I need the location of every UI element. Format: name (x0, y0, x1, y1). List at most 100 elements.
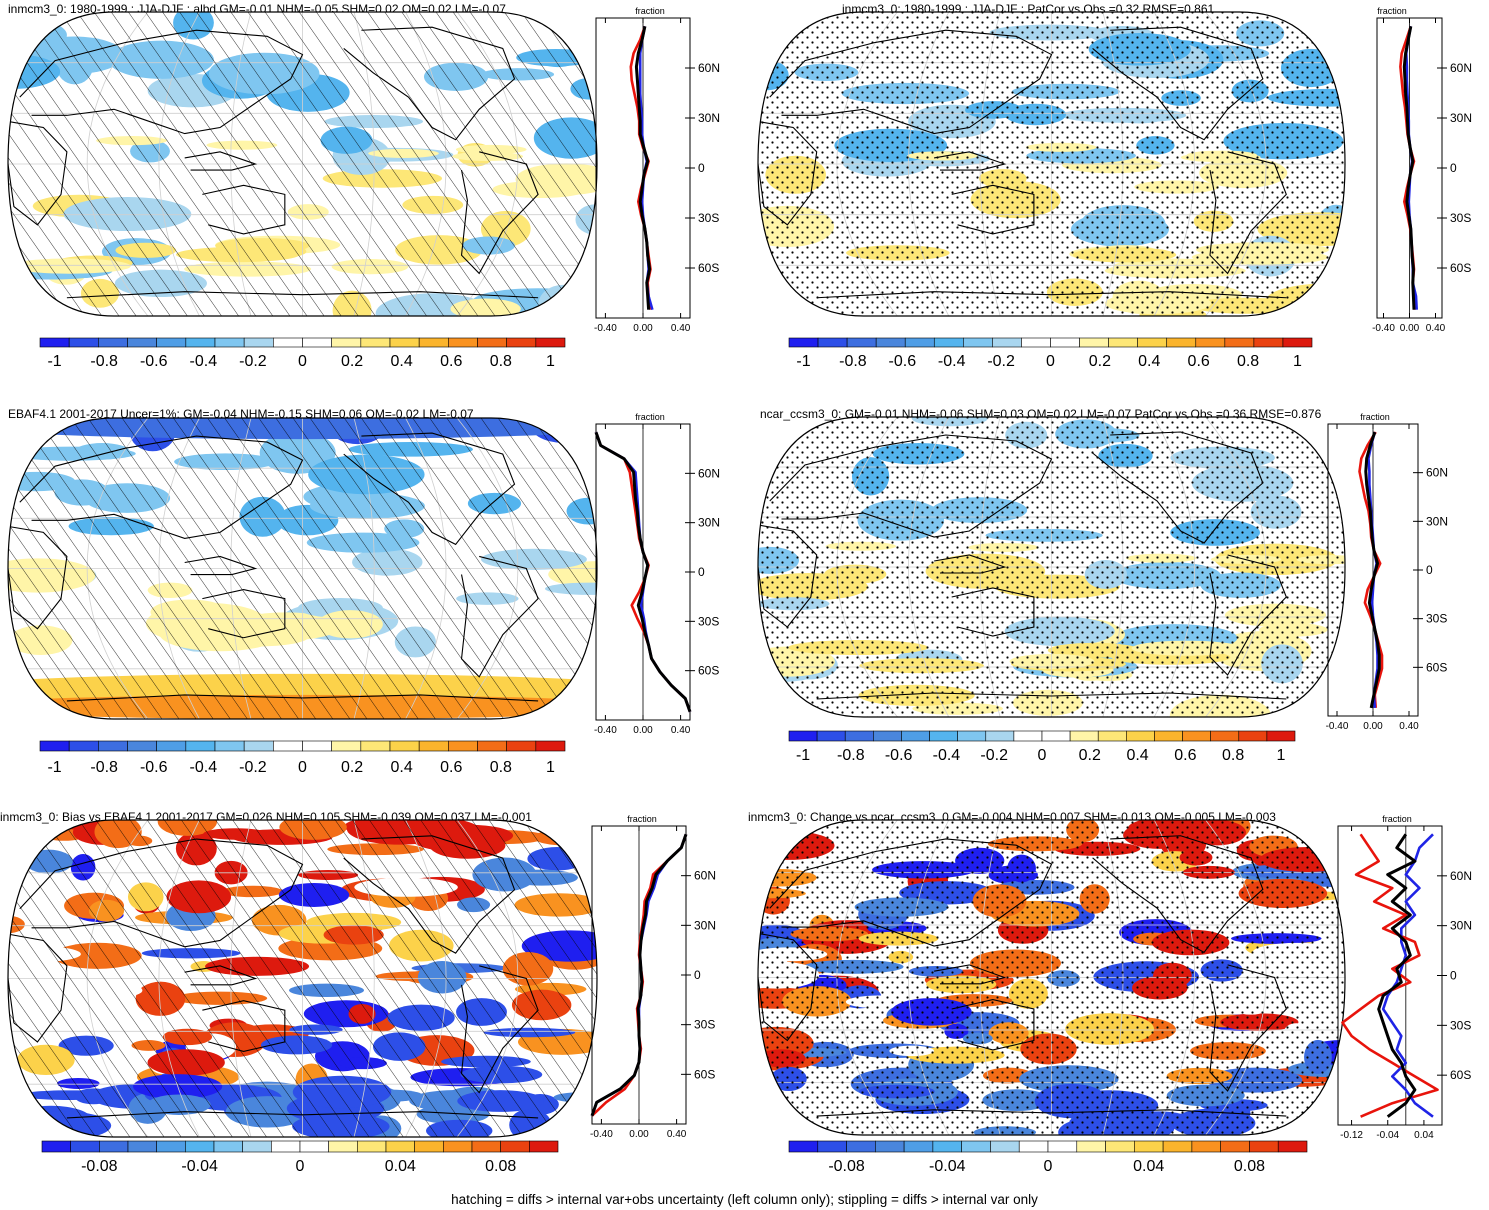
hatching-overlay (8, 12, 597, 316)
colorbar-swatch (99, 1140, 129, 1153)
colorbar-tick-label: 0.08 (485, 1158, 516, 1175)
colorbar-tick-label: -0.2 (987, 353, 1015, 370)
series-line-black (594, 431, 692, 713)
xtick-label: 0.40 (667, 1129, 687, 1140)
colorbar-bottom-left: -0.08 -0.04 0 0.04 0.08 (41, 1140, 559, 1175)
colorbar-swatch (448, 740, 478, 752)
series-line-black (634, 25, 652, 310)
colorbar-swatch (1162, 1140, 1193, 1153)
colorbar-swatch (1041, 730, 1071, 742)
colorbar-swatch (1277, 1140, 1308, 1153)
colorbar-swatch (1220, 1140, 1250, 1153)
colorbar-swatch (846, 337, 877, 348)
colorbar-tick-label: 1 (546, 759, 555, 776)
colorbar-swatch (477, 337, 507, 348)
colorbar-swatch (506, 337, 537, 348)
colorbar-swatch (39, 337, 70, 348)
colorbar-swatch (817, 1140, 847, 1153)
colorbar-tick-label: 0.6 (1188, 353, 1210, 370)
colorbar-top-right: -1 -0.8 -0.6 -0.4 -0.2 0 0.2 0.4 0.6 0.8 1 (788, 337, 1313, 370)
map-top-right (757, 11, 1346, 317)
colorbar-tick-label: -1 (796, 353, 810, 370)
ytick-label: 30N (698, 111, 720, 125)
colorbar-swatch (985, 730, 1015, 742)
colorbar-swatch (98, 740, 128, 752)
colorbar-swatch (302, 337, 332, 348)
colorbar-tick-label: 0.8 (490, 353, 512, 370)
colorbar-swatch (68, 740, 99, 752)
colorbar-swatch (1182, 730, 1211, 742)
colorbar-swatch (1249, 1140, 1279, 1153)
colorbar-swatch (273, 740, 303, 752)
colorbar-tick-label: 0.4 (1126, 747, 1148, 764)
ytick-label: 30S (1426, 612, 1447, 626)
colorbar-swatch (1154, 730, 1183, 742)
xtick-label: 0.40 (671, 323, 691, 334)
colorbar-tick-label: 1 (1276, 747, 1285, 764)
profile-label: fraction (1360, 412, 1390, 422)
ytick-label: 30N (1426, 514, 1448, 528)
colorbar-tick-label: 0.8 (1237, 353, 1259, 370)
colorbar-swatch (963, 337, 993, 348)
stippling-overlay (758, 12, 1345, 316)
xtick-label: 0.00 (633, 725, 653, 736)
map-bottom-right (757, 819, 1346, 1136)
colorbar-swatch (1047, 1140, 1078, 1153)
colorbar-tick-label: 0.04 (1133, 1158, 1164, 1175)
series-line-black (1377, 833, 1417, 1118)
colorbar-swatch (788, 730, 818, 742)
ytick-label: 30S (698, 614, 719, 628)
colorbar-tick-label: 0 (1046, 353, 1055, 370)
footer-note: hatching = diffs > internal var+obs unce… (451, 1192, 1038, 1207)
xtick-label: -0.40 (594, 725, 617, 736)
colorbar-swatch (127, 740, 157, 752)
colorbar-swatch (214, 337, 245, 348)
colorbar-swatch (357, 1140, 387, 1153)
colorbar-swatch (41, 1140, 71, 1153)
colorbar-tick-label: 0 (296, 1158, 305, 1175)
xtick-label: 0.40 (671, 725, 691, 736)
colorbar-swatch (331, 337, 362, 348)
map-top-left (7, 11, 598, 317)
ytick-label: 60S (694, 1067, 715, 1081)
colorbar-swatch (39, 740, 70, 752)
zonal-profile-top-right: fraction 60N 30N 0 30S 60S -0.40 0.00 0.40 (1372, 6, 1472, 334)
colorbar-tick-label: 0.6 (1174, 747, 1196, 764)
colorbar-swatch (242, 1140, 272, 1153)
map-outline (7, 819, 598, 1138)
colorbar-tick-label: 0.6 (440, 353, 462, 370)
zonal-profile-bottom-left: fraction 60N 30N 0 30S 60S -0.40 0.00 0.40 (590, 814, 716, 1140)
colorbar-tick-label: -0.08 (81, 1158, 118, 1175)
ytick-label: 60N (1426, 466, 1448, 480)
ytick-label: 30N (1450, 111, 1472, 125)
colorbar-swatch (1224, 337, 1255, 348)
colorbar-swatch (302, 740, 332, 752)
colorbar-swatch (418, 740, 449, 752)
colorbar-swatch (271, 1140, 301, 1153)
colorbar-swatch (817, 337, 848, 348)
hatching-overlay (8, 820, 597, 1137)
colorbar-swatch (535, 740, 566, 752)
colorbar-swatch (1191, 1140, 1221, 1153)
colorbar-tick-label: -1 (47, 353, 61, 370)
colorbar-swatch (904, 337, 935, 348)
colorbar-middle-left: -1 -0.8 -0.6 -0.4 -0.2 0 0.2 0.4 0.6 0.8 1 (39, 740, 566, 776)
colorbar-swatch (243, 740, 274, 752)
colorbar-swatch (1069, 730, 1099, 742)
ytick-label: 30S (698, 211, 719, 225)
xtick-label: -0.40 (590, 1129, 613, 1140)
colorbar-tick-label: 0 (1038, 747, 1047, 764)
stippling-overlay (758, 417, 1345, 717)
colorbar-swatch (1076, 1140, 1106, 1153)
ytick-label: 60S (1450, 261, 1471, 275)
colorbar-tick-label: -0.4 (938, 353, 966, 370)
xtick-label: 0.40 (1426, 323, 1446, 334)
colorbar-tick-label: 0 (298, 759, 307, 776)
colorbar-swatch (448, 337, 478, 348)
xtick-label: 0.40 (1399, 721, 1419, 732)
colorbar-swatch (506, 740, 537, 752)
colorbar-tick-label: -0.08 (828, 1158, 865, 1175)
colorbar-tick-label: 0.2 (341, 759, 363, 776)
colorbar-swatch (185, 1140, 215, 1153)
colorbar-swatch (1018, 1140, 1049, 1153)
